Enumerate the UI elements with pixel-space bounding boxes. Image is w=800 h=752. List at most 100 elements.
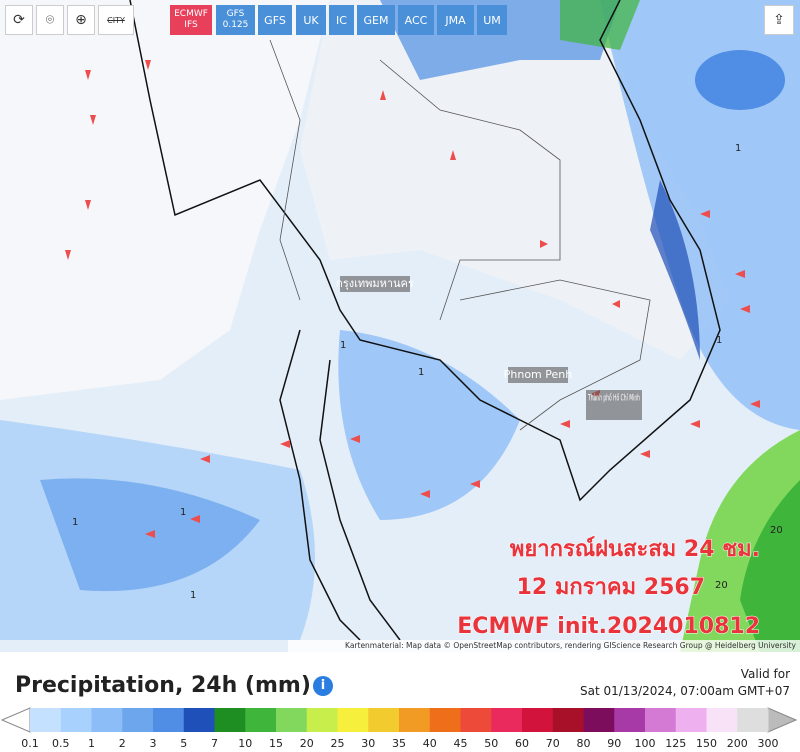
- scale-swatch: [337, 708, 369, 732]
- rain-area: [560, 0, 640, 50]
- place-label: Thành phố Hồ Chí Minh: [588, 393, 640, 404]
- refresh-button[interactable]: ⟳: [5, 5, 33, 35]
- model-button[interactable]: ACC: [398, 5, 434, 35]
- coastline: [129, 0, 721, 641]
- model-button[interactable]: UK: [296, 5, 326, 35]
- scale-tick-label: 0.5: [52, 737, 70, 750]
- scale-swatch: [91, 708, 123, 732]
- model-button[interactable]: GEM: [357, 5, 395, 35]
- scale-swatch: [153, 708, 185, 732]
- scale-tick-label: 70: [546, 737, 560, 750]
- label-bg: [508, 367, 568, 383]
- model-button[interactable]: GFS 0.125: [216, 5, 255, 35]
- scale-tick-label: 90: [607, 737, 621, 750]
- valid-time: Sat 01/13/2024, 07:00am GMT+07: [579, 684, 790, 698]
- scale-swatch: [460, 708, 492, 732]
- scale-tick-label: 3: [150, 737, 157, 750]
- rain-area: [740, 480, 800, 652]
- scale-swatch: [368, 708, 400, 732]
- contour-label: 20: [770, 525, 783, 536]
- location-button[interactable]: ⌾: [36, 5, 64, 35]
- scale-swatch: [245, 708, 277, 732]
- scale-tick-label: 300: [758, 737, 779, 750]
- contour-label: 1: [716, 335, 722, 346]
- attribution-bg: [288, 640, 800, 652]
- model-button[interactable]: JMA: [437, 5, 474, 35]
- contour-label: 1: [180, 507, 186, 518]
- scale-tick-label: 35: [392, 737, 406, 750]
- forecast-overlay: ECMWF init.2024010812: [457, 614, 760, 639]
- scale-tick-label: 5: [180, 737, 187, 750]
- scale-swatch: [399, 708, 431, 732]
- borders: [269, 39, 651, 431]
- contour-label: 1: [418, 367, 424, 378]
- zoom-button[interactable]: ⊕: [67, 5, 95, 35]
- scale-swatch: [183, 708, 215, 732]
- rain-area: [695, 50, 785, 110]
- label-bg: [586, 390, 642, 420]
- scale-tick-label: 80: [577, 737, 591, 750]
- scale-swatch: [491, 708, 523, 732]
- scale-tick-label: 45: [454, 737, 468, 750]
- scale-swatch: [30, 708, 62, 732]
- scale-tick-label: 50: [484, 737, 498, 750]
- scale-swatch: [706, 708, 738, 732]
- scale-swatch: [583, 708, 615, 732]
- info-button[interactable]: i: [313, 676, 333, 696]
- model-button[interactable]: GFS: [258, 5, 292, 35]
- scale-tick-label: 150: [696, 737, 717, 750]
- contour-label: 1: [735, 143, 741, 154]
- scale-swatch: [60, 708, 92, 732]
- scale-tick-label: 0.1: [21, 737, 39, 750]
- scale-tick-label: 60: [515, 737, 529, 750]
- scale-tick-label: 10: [238, 737, 252, 750]
- scale-swatch: [306, 708, 338, 732]
- scale-end: [0, 707, 31, 733]
- valid-for-label: Valid for: [740, 667, 790, 681]
- scale-tick-label: 30: [361, 737, 375, 750]
- rain-area: [338, 330, 520, 520]
- rain-area: [650, 180, 700, 360]
- forecast-overlay: พยากรณ์ฝนสะสม 24 ชม.: [510, 536, 760, 562]
- scale-tick-label: 40: [423, 737, 437, 750]
- attribution: Kartenmaterial: Map data © OpenStreetMap…: [345, 641, 797, 650]
- scale-tick-label: 100: [635, 737, 656, 750]
- color-scale: 0.1 0.5 1 2 3 5 7 10 15 20 25 30 35 40 45 50 60 70 80 90 100…: [0, 707, 798, 750]
- scale-swatch: [675, 708, 707, 732]
- label-bg: [340, 276, 410, 292]
- model-button[interactable]: IC: [329, 5, 354, 35]
- scale-swatch: [645, 708, 677, 732]
- scale-tick-label: 7: [211, 737, 218, 750]
- place-label: Phnom Penh: [504, 368, 572, 381]
- dry-area: [0, 0, 330, 400]
- scale-tick-label: 200: [727, 737, 748, 750]
- model-button[interactable]: UM: [477, 5, 507, 35]
- map: กรุงเทพมหานคร Phnom Penh Thành phố Hồ Chí …: [0, 0, 800, 652]
- forecast-overlay: 12 มกราคม 2567: [517, 575, 705, 600]
- scale-end: [767, 707, 798, 733]
- share-button[interactable]: ⇪: [764, 5, 794, 35]
- city-button[interactable]: CITY: [98, 5, 134, 35]
- scale-tick-label: 2: [119, 737, 126, 750]
- wind-arrows: [65, 60, 760, 538]
- scale-tick-label: 1: [88, 737, 95, 750]
- scale-swatch: [737, 708, 769, 732]
- contour-label: 1: [72, 517, 78, 528]
- scale-swatch: [429, 708, 461, 732]
- scale-tick-label: 15: [269, 737, 283, 750]
- scale-swatch: [122, 708, 154, 732]
- contour-label: 1: [340, 340, 346, 351]
- contour-label: 1: [190, 590, 196, 601]
- scale-tick-label: 125: [665, 737, 686, 750]
- scale-swatch: [614, 708, 646, 732]
- scale-swatch: [522, 708, 554, 732]
- scale-swatch: [552, 708, 584, 732]
- model-button[interactable]: ECMWF IFS: [170, 5, 212, 35]
- scale-tick-label: 25: [331, 737, 345, 750]
- scale-tick-label: 20: [300, 737, 314, 750]
- place-label: กรุงเทพมหานคร: [336, 277, 414, 290]
- scale-swatch: [276, 708, 308, 732]
- contour-label: 20: [715, 580, 728, 591]
- scale-swatch: [214, 708, 246, 732]
